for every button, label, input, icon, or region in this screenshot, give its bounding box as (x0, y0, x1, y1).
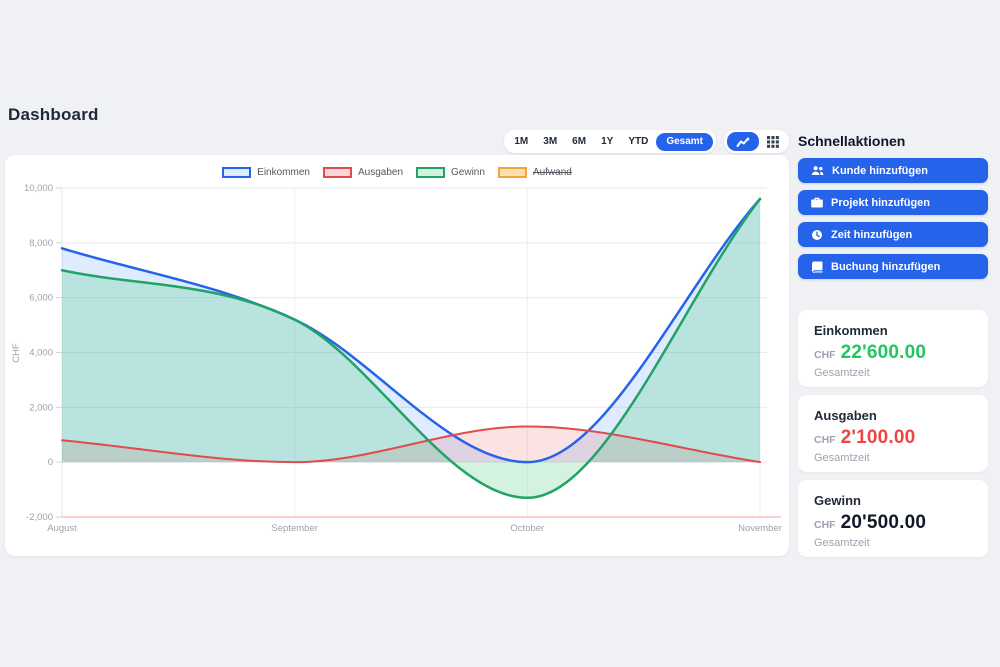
y-tick-label: 2,000 (29, 402, 53, 413)
y-tick-label: 8,000 (29, 238, 53, 249)
stat-cards: Einkommen CHF 22'600.00 Gesamtzeit Ausgaben C… (798, 310, 988, 565)
x-tick-label: September (271, 523, 317, 534)
gewinn-line (60, 197, 762, 500)
view-toggle (724, 130, 789, 153)
book-icon (811, 261, 823, 273)
stat-card-einkommen: Einkommen CHF 22'600.00 Gesamtzeit (798, 310, 988, 387)
legend-label: Ausgaben (357, 167, 404, 178)
range-button-1m[interactable]: 1M (507, 133, 535, 151)
stat-caption: Gesamtzeit (814, 537, 870, 549)
legend-item-einkommen[interactable]: Einkommen (222, 167, 310, 178)
y-tick-label: 0 (48, 457, 53, 468)
gewinn-area (62, 198, 760, 498)
clock-icon (811, 229, 823, 241)
stat-card-ausgaben: Ausgaben CHF 2'100.00 Gesamtzeit (798, 395, 988, 472)
legend-label: Einkommen (257, 167, 310, 178)
range-button-6m[interactable]: 6M (565, 133, 593, 151)
legend-item-aufwand[interactable]: Aufwand (497, 167, 572, 178)
stat-caption: Gesamtzeit (814, 452, 870, 464)
table-view-button[interactable] (760, 132, 786, 151)
legend-item-gewinn[interactable]: Gewinn (416, 167, 485, 178)
einkommen-area (62, 198, 760, 463)
x-tick-label: November (738, 523, 782, 534)
range-button-gesamt[interactable]: Gesamt (656, 132, 713, 151)
stat-value: 2'100.00 (840, 427, 916, 448)
y-tick-label: 6,000 (29, 293, 53, 304)
stat-label: Ausgaben (814, 408, 877, 423)
x-tick-label: October (510, 523, 544, 534)
stat-value: 22'600.00 (840, 342, 927, 363)
range-selector: 1M 3M 6M 1Y YTD Gesamt (504, 130, 716, 153)
range-button-1y[interactable]: 1Y (594, 133, 620, 151)
page-title: Dashboard (8, 105, 99, 124)
x-tick-label: August (47, 523, 77, 534)
stat-label: Einkommen (814, 323, 888, 338)
stat-caption: Gesamtzeit (814, 367, 870, 379)
legend-label: Aufwand (532, 167, 572, 178)
y-tick-label: 4,000 (29, 348, 53, 359)
briefcase-icon (811, 197, 823, 208)
stat-currency: CHF (814, 434, 836, 446)
users-icon (811, 165, 824, 176)
quick-actions-heading: Schnellaktionen (798, 133, 906, 149)
legend-swatch (416, 167, 446, 178)
quick-action-label: Zeit hinzufügen (831, 228, 913, 241)
chart-card: Einkommen Ausgaben Gewinn Aufwand 10,000 8,0… (5, 155, 789, 556)
quick-action-label: Projekt hinzufügen (831, 196, 930, 209)
y-tick-label: 10,000 (24, 183, 53, 194)
einkommen-line (60, 197, 762, 464)
range-button-3m[interactable]: 3M (536, 133, 564, 151)
quick-action-users[interactable]: Kunde hinzufügen (798, 158, 988, 183)
stat-card-gewinn: Gewinn CHF 20'500.00 Gesamtzeit (798, 480, 988, 557)
quick-action-label: Kunde hinzufügen (832, 164, 928, 177)
chart-toolbar: 1M 3M 6M 1Y YTD Gesamt (5, 130, 789, 153)
chart-view-button[interactable] (727, 132, 759, 151)
quick-action-clock[interactable]: Zeit hinzufügen (798, 222, 988, 247)
stat-currency: CHF (814, 349, 836, 361)
quick-actions: Kunde hinzufügen Projekt hinzufügen Zeit h… (798, 158, 988, 286)
chart-legend: Einkommen Ausgaben Gewinn Aufwand (5, 167, 789, 178)
legend-swatch (322, 167, 352, 178)
quick-action-book[interactable]: Buchung hinzufügen (798, 254, 988, 279)
quick-action-label: Buchung hinzufügen (831, 260, 941, 273)
legend-swatch (497, 167, 527, 178)
range-button-ytd[interactable]: YTD (621, 133, 655, 151)
stat-label: Gewinn (814, 493, 861, 508)
stat-value: 20'500.00 (840, 512, 927, 533)
legend-label: Gewinn (451, 167, 485, 178)
legend-item-ausgaben[interactable]: Ausgaben (322, 167, 404, 178)
sidebar: Schnellaktionen Kunde hinzufügen Projekt … (798, 133, 988, 557)
chart-line-icon (736, 136, 750, 148)
stat-currency: CHF (814, 519, 836, 531)
y-axis-title: CHF (11, 343, 22, 363)
grid-icon (767, 135, 779, 148)
y-tick-label: -2,000 (26, 512, 53, 523)
ausgaben-line (61, 425, 761, 464)
quick-action-briefcase[interactable]: Projekt hinzufügen (798, 190, 988, 215)
legend-swatch (222, 167, 252, 178)
